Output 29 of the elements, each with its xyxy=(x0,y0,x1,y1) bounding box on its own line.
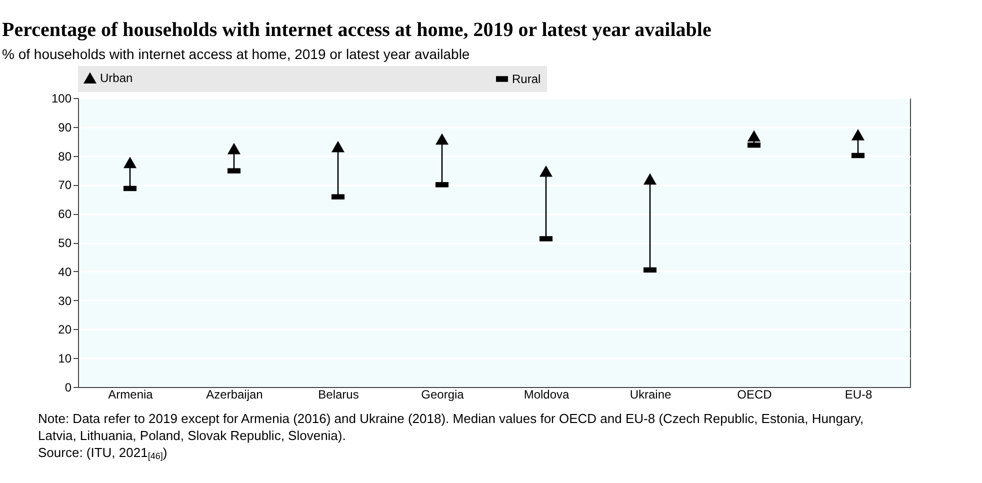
legend-label: Urban xyxy=(100,71,133,86)
y-tick-label: 0 xyxy=(64,380,72,394)
x-tick-label: Armenia xyxy=(108,388,154,402)
point xyxy=(851,129,865,140)
y-tick-label: 40 xyxy=(58,264,72,279)
x-tick-label: EU-8 xyxy=(844,388,872,402)
legend-label: Rural xyxy=(512,72,541,86)
y-tick-label: 60 xyxy=(58,207,72,222)
point xyxy=(539,165,553,177)
y-tick-label: 90 xyxy=(58,120,72,134)
x-tick-label: Ukraine xyxy=(630,388,672,402)
chart-title: Percentage of households with internet access at home, 2019 or latest year available xyxy=(2,19,712,41)
y-tick-label: 10 xyxy=(58,352,72,366)
y-tick-label: 30 xyxy=(58,294,72,308)
x-tick-label: Belarus xyxy=(318,388,359,402)
x-tick-label: Azerbaijan xyxy=(206,388,263,402)
y-tick-label: 80 xyxy=(58,149,72,164)
y-tick-label: 70 xyxy=(58,178,72,192)
y-tick-label: 50 xyxy=(58,236,72,250)
chart-subtitle: % of households with internet access at home, 2019 or latest year available xyxy=(2,46,470,62)
point xyxy=(123,156,137,168)
text: Note: Data refer to 2019 except for Armenia (2016) and Ukraine (2018). Median values for OECD and EU-8 (Czech Republic, Estonia, Hungary, Latvia, Lithuania, Poland, Slovak Republic, Slovenia). xyxy=(38,411,864,443)
x-tick-label: OECD xyxy=(737,388,772,402)
x-tick-label: Georgia xyxy=(421,388,464,402)
point xyxy=(643,173,657,185)
y-tick-label: 100 xyxy=(51,92,72,106)
x-tick-label: Moldova xyxy=(524,388,570,402)
y-tick-label: 20 xyxy=(58,322,72,337)
point xyxy=(747,130,761,142)
